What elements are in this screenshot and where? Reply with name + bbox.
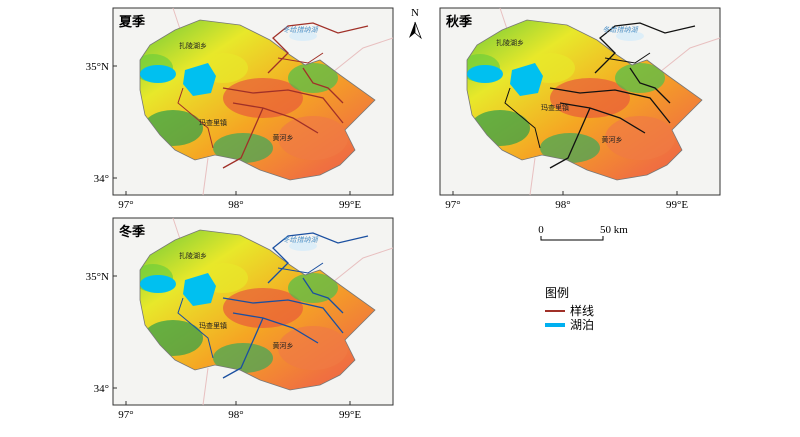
scale-bar: 0 50 km — [538, 224, 628, 241]
region-outline — [139, 229, 376, 391]
lat-label: 34° — [94, 173, 109, 185]
lake — [616, 31, 644, 41]
panel-title: 秋季 — [446, 14, 472, 29]
transect — [504, 52, 651, 149]
place-label: 扎陵湖乡 — [179, 41, 207, 50]
transect — [177, 262, 324, 359]
lat-label: 34° — [94, 383, 109, 395]
place-label: 黄河乡 — [273, 341, 294, 350]
terrain-patch — [540, 133, 600, 163]
terrain-patch — [288, 63, 338, 93]
place-label: 扎陵湖乡 — [496, 38, 524, 47]
lake-label: 冬给措纳湖 — [603, 26, 639, 34]
place-label: 玛查里镇 — [541, 103, 569, 112]
lon-label: 99°E — [339, 199, 361, 211]
lon-label: 97° — [445, 199, 460, 211]
lake — [140, 275, 176, 293]
lon-label: 99°E — [666, 199, 688, 211]
terrain-patch — [278, 326, 348, 370]
lake-label: 冬给措纳湖 — [283, 236, 319, 244]
lake — [183, 273, 216, 306]
lake — [289, 241, 317, 251]
terrain-patch — [278, 116, 348, 160]
lon-label: 97° — [118, 199, 133, 211]
terrain-patch — [550, 78, 630, 118]
place-label: 玛查里镇 — [199, 118, 227, 127]
transect — [549, 67, 671, 169]
terrain-patch — [605, 116, 675, 160]
transect — [177, 52, 324, 149]
transect — [267, 22, 369, 74]
lon-label: 98° — [555, 199, 570, 211]
transect — [222, 277, 344, 379]
lat-label: 35°N — [86, 271, 109, 283]
scale-end: 50 km — [600, 224, 628, 236]
lake — [289, 31, 317, 41]
terrain — [140, 20, 375, 180]
terrain-patch — [223, 288, 303, 328]
legend-title: 图例 — [545, 286, 569, 300]
lon-label: 99°E — [339, 409, 361, 421]
lon-label: 98° — [228, 409, 243, 421]
terrain-patch — [213, 343, 273, 373]
north-label: N — [411, 7, 419, 19]
place-label: 玛查里镇 — [199, 321, 227, 330]
transect — [594, 22, 696, 74]
transect — [267, 232, 369, 284]
lon-label: 97° — [118, 409, 133, 421]
terrain-patch — [223, 78, 303, 118]
terrain-patch — [213, 133, 273, 163]
lake-label: 冬给措纳湖 — [283, 26, 319, 34]
lake — [183, 63, 216, 96]
place-label: 扎陵湖乡 — [179, 251, 207, 260]
legend-item: 样线 — [570, 303, 594, 318]
lake — [467, 65, 503, 83]
lon-label: 98° — [228, 199, 243, 211]
lake — [510, 63, 543, 96]
terrain-patch — [615, 63, 665, 93]
place-label: 黄河乡 — [273, 133, 294, 142]
terrain-patch — [288, 273, 338, 303]
scale-start: 0 — [538, 224, 544, 236]
arrow-right — [414, 21, 422, 40]
north-arrow: N — [409, 7, 422, 40]
lat-label: 35°N — [86, 61, 109, 73]
panel-title: 冬季 — [119, 224, 145, 239]
arrow-left — [409, 22, 415, 38]
region-outline — [139, 19, 376, 181]
legend: 图例 样线 湖泊 — [545, 286, 594, 332]
panel-title: 夏季 — [118, 14, 145, 29]
place-label: 黄河乡 — [602, 135, 623, 144]
legend-item: 湖泊 — [570, 317, 594, 332]
transect — [222, 67, 344, 169]
region-outline — [466, 19, 703, 181]
lake — [140, 65, 176, 83]
scale-line — [540, 236, 604, 241]
